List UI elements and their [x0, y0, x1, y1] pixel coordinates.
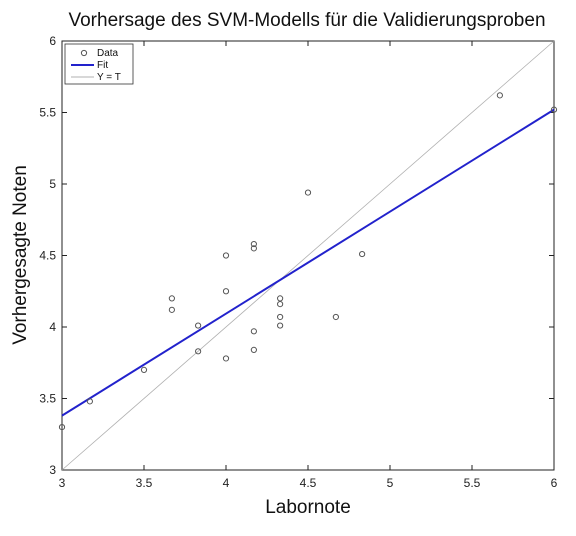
data-point — [250, 346, 257, 353]
data-point — [195, 348, 202, 355]
x-tick-label: 6 — [551, 476, 558, 490]
data-point — [550, 106, 558, 113]
x-tick-label: 3 — [59, 476, 66, 490]
x-tick-label: 3.5 — [136, 476, 153, 490]
data-point — [496, 92, 503, 99]
chart-title: Vorhersage des SVM-Modells für die Valid… — [68, 10, 545, 31]
legend-label-identity: Y = T — [97, 72, 121, 83]
data-point — [277, 301, 284, 308]
series-layer — [58, 40, 558, 471]
y-tick-label: 4.5 — [39, 249, 56, 263]
data-point — [222, 288, 230, 295]
data-point — [86, 398, 93, 405]
identity-line — [61, 40, 555, 471]
chart-legend: Data Fit Y = T — [64, 43, 134, 85]
x-axis-label: Labornote — [265, 497, 351, 518]
legend-label-fit: Fit — [97, 60, 108, 71]
y-axis-ticks: 3 3.5 4 4.5 5 5.5 6 — [39, 34, 554, 477]
data-point — [222, 355, 230, 362]
y-tick-label: 5.5 — [39, 106, 56, 120]
data-point — [359, 250, 366, 258]
x-tick-label: 5.5 — [464, 476, 481, 490]
legend-label-data: Data — [97, 48, 119, 59]
data-point — [168, 306, 175, 313]
data-point — [222, 252, 230, 259]
data-point — [250, 328, 257, 335]
data-point — [195, 322, 202, 329]
data-point — [277, 313, 284, 321]
y-axis-label: Vorhergesagte Noten — [10, 165, 31, 345]
data-point — [277, 295, 284, 302]
data-point — [140, 366, 148, 373]
x-tick-label: 5 — [387, 476, 394, 490]
y-tick-label: 5 — [49, 177, 56, 191]
y-tick-label: 6 — [49, 34, 56, 48]
x-axis-ticks: 3 3.5 4 4.5 5 5.5 6 — [59, 41, 558, 490]
data-point — [250, 240, 257, 248]
data-point — [58, 424, 66, 431]
data-point — [332, 313, 339, 321]
data-point — [250, 245, 257, 252]
y-tick-label: 4 — [49, 320, 56, 334]
data-point — [304, 189, 312, 196]
legend-marker-data — [80, 49, 88, 57]
data-point — [277, 322, 284, 329]
x-tick-label: 4.5 — [300, 476, 317, 490]
y-tick-label: 3 — [49, 463, 56, 477]
fit-line — [61, 108, 555, 417]
data-point — [168, 295, 175, 302]
x-tick-label: 4 — [223, 476, 230, 490]
y-tick-label: 3.5 — [39, 392, 56, 406]
